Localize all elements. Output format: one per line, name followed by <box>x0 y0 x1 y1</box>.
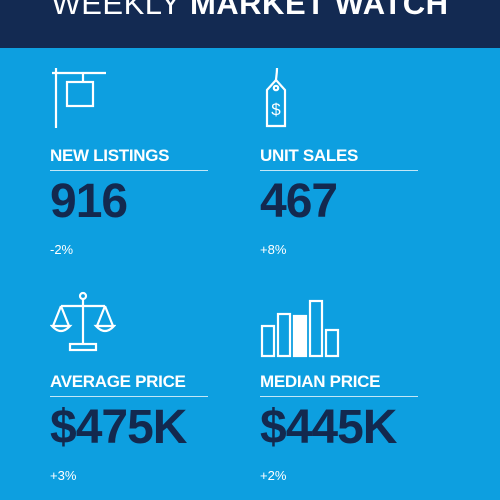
title-bold-text: MARKET WATCH <box>189 0 449 21</box>
stat-value: $445K <box>260 401 397 454</box>
stat-change: +8% <box>260 242 287 257</box>
stat-change: +2% <box>260 468 287 483</box>
stat-value: 467 <box>260 175 338 228</box>
divider <box>50 170 208 171</box>
stat-label: UNIT SALES <box>260 146 359 165</box>
stat-label: NEW LISTINGS <box>50 146 170 165</box>
header-banner: WEEKLY MARKET WATCH <box>0 0 500 48</box>
stat-label: MEDIAN PRICE <box>260 372 381 391</box>
stat-label: AVERAGE PRICE <box>50 372 186 391</box>
stat-value: $475K <box>50 401 187 454</box>
scales-icon <box>49 290 117 359</box>
divider <box>260 396 418 397</box>
svg-text:$: $ <box>271 100 281 119</box>
bar-chart-icon <box>260 292 344 363</box>
divider <box>260 170 418 171</box>
divider <box>50 396 208 397</box>
for-sale-sign-icon <box>50 66 110 135</box>
title-light-text: WEEKLY <box>51 0 181 21</box>
page-title: WEEKLY MARKET WATCH <box>0 0 500 22</box>
price-tag-icon: $ <box>260 66 300 135</box>
stat-value: 916 <box>50 175 128 228</box>
stat-change: -2% <box>50 242 74 257</box>
stat-change: +3% <box>50 468 77 483</box>
